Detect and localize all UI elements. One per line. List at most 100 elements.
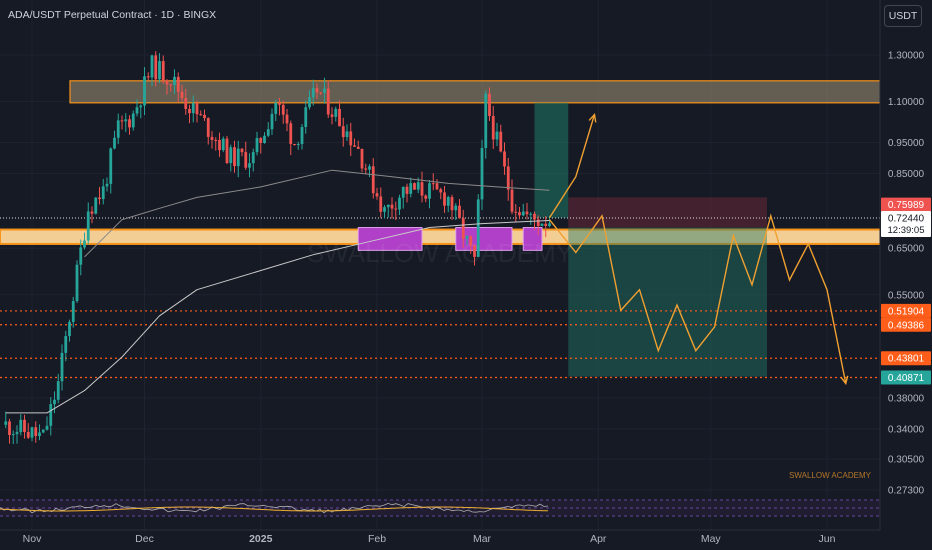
candle-body <box>150 55 154 78</box>
osc-line <box>0 502 549 514</box>
candle-body <box>4 421 8 425</box>
watermark: SWALLOW ACADEMY <box>307 238 573 268</box>
candle-body <box>210 136 214 140</box>
candle-body <box>544 223 548 227</box>
price-label-bg <box>881 210 931 237</box>
osc-signal <box>0 506 549 512</box>
candle-body <box>383 207 386 212</box>
candle-body <box>529 213 533 215</box>
candle-body <box>101 186 105 200</box>
candle-body <box>23 419 26 432</box>
y-tick-label: 0.27300 <box>888 486 925 497</box>
currency-unit-button[interactable]: USDT <box>884 5 922 27</box>
countdown-label: 12:39:05 <box>888 225 925 236</box>
price-axis-bg <box>880 0 932 550</box>
resistance-zone <box>69 80 883 104</box>
candle-body <box>173 76 176 85</box>
bearish-projection <box>548 213 847 384</box>
time-axis[interactable]: Nov Dec 2025 Feb Mar Apr May Jun <box>0 529 932 550</box>
candle-body <box>454 205 458 211</box>
candle-body <box>424 195 428 199</box>
candle-body <box>353 145 356 147</box>
candle-body <box>251 152 255 164</box>
y-tick-label: 0.34000 <box>888 424 925 435</box>
candle-body <box>60 352 64 382</box>
candle-body <box>443 192 446 206</box>
short-position-stop <box>568 197 767 228</box>
candle-body <box>326 88 330 115</box>
candle-body <box>240 148 244 153</box>
candle-body <box>188 108 191 114</box>
candle-body <box>49 404 53 426</box>
candle-body <box>476 199 480 257</box>
candle-body <box>431 183 435 185</box>
candle-body <box>11 434 15 436</box>
candle-body <box>71 301 75 322</box>
candle-body <box>79 247 83 265</box>
candle-body <box>525 211 529 215</box>
candle-body <box>191 103 195 114</box>
candle-body <box>420 182 424 196</box>
candle-body <box>360 148 364 169</box>
candle-body <box>364 168 368 170</box>
candle-body <box>465 236 469 239</box>
candle-body <box>289 123 293 145</box>
candle-body <box>158 61 161 80</box>
price-label: 0.43801 <box>888 354 925 365</box>
candle-body <box>248 163 251 168</box>
candle-body <box>225 138 229 164</box>
candle-body <box>278 103 281 105</box>
candle-body <box>491 116 495 140</box>
symbol-title[interactable]: ADA/USDT Perpetual Contract · 1D · BINGX <box>8 9 217 21</box>
candle-body <box>146 76 150 78</box>
price-label: 0.49386 <box>888 320 925 331</box>
time-axis-bg <box>0 530 932 550</box>
x-tick-label: Apr <box>590 533 607 545</box>
candle-body <box>90 211 94 214</box>
candle-body <box>64 336 68 353</box>
candle-body <box>536 219 540 227</box>
y-tick-label: 0.55000 <box>888 290 925 301</box>
candle-body <box>533 213 536 220</box>
candle-body <box>41 429 45 433</box>
y-tick-label: 0.65000 <box>888 244 925 255</box>
long-position-target <box>534 102 569 218</box>
candle-body <box>139 105 143 108</box>
candle-body <box>229 147 233 164</box>
price-label: 0.40871 <box>888 373 925 384</box>
candle-body <box>75 264 79 302</box>
candle-body <box>394 208 398 210</box>
candle-body <box>409 183 413 194</box>
candle-body <box>341 126 345 138</box>
candle-body <box>458 205 461 219</box>
price-label-bg <box>881 351 931 366</box>
candle-body <box>398 197 401 210</box>
candle-body <box>323 88 326 93</box>
candle-body <box>180 91 184 99</box>
candle-body <box>514 211 518 213</box>
price-axis[interactable]: 1.30000 1.10000 0.95000 0.85000 0.65000 0.550… <box>879 0 932 550</box>
bullish-projection-arrow <box>588 112 597 123</box>
candle-body <box>169 84 173 86</box>
candle-body <box>19 419 23 433</box>
candle-body <box>53 399 56 405</box>
price-label-bg <box>881 370 931 385</box>
candles <box>4 51 551 445</box>
candle-body <box>285 114 289 124</box>
candle-body <box>154 55 158 80</box>
candle-body <box>371 166 375 194</box>
price-label-bg <box>881 317 931 332</box>
short-position-target <box>568 227 767 377</box>
candle-body <box>330 114 334 117</box>
x-tick-label: Jun <box>819 533 836 545</box>
candle-body <box>255 138 259 153</box>
candle-body <box>98 197 101 200</box>
candle-body <box>446 197 450 206</box>
candle-body <box>184 98 188 109</box>
overlays <box>548 112 849 386</box>
candle-body <box>199 114 203 116</box>
candle-body <box>484 93 488 149</box>
x-tick-label: Nov <box>23 533 42 545</box>
candle-body <box>116 120 120 138</box>
